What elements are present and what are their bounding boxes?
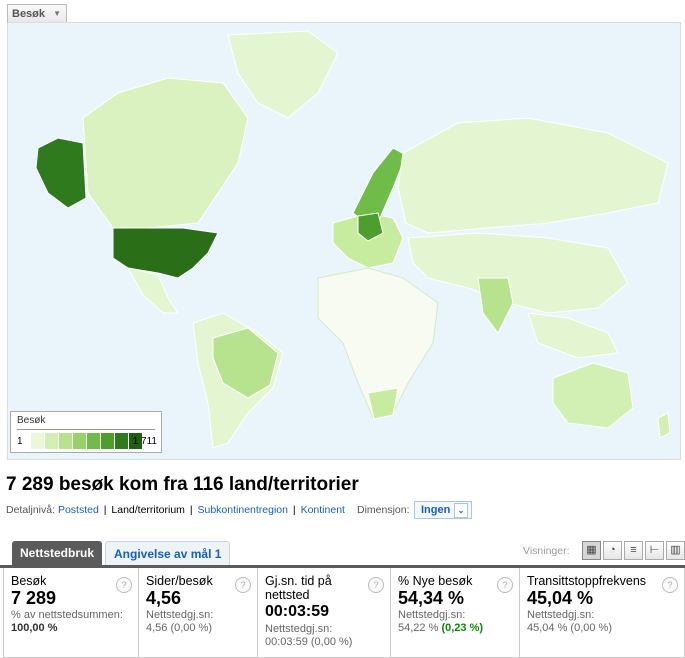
- metric-card-avg-time: Gj.sn. tid på nettsted 00:03:59 Nettsted…: [257, 568, 391, 658]
- metric-selector-label: Besøk: [12, 8, 46, 20]
- map-region-australia: [552, 362, 634, 429]
- map-region-mexico: [127, 267, 179, 314]
- metric-selector[interactable]: Besøk ▼: [7, 4, 67, 22]
- legend-swatch: [31, 433, 45, 449]
- map-region-asia: [407, 232, 629, 314]
- page-title: 7 289 besøk kom fra 116 land/territorier: [6, 474, 359, 495]
- metric-sub-value: 45,04 % (0,00 %): [527, 622, 612, 634]
- map-region-russia: [397, 117, 669, 234]
- performance-view-icon[interactable]: ≡: [624, 541, 643, 560]
- dimension-value: Ingen: [421, 504, 451, 516]
- map-legend: Besøk 1 1 711: [10, 411, 162, 453]
- legend-max: 1 711: [132, 436, 157, 447]
- map-region-south-africa: [367, 387, 399, 420]
- metric-sub-value: 100,00 %: [11, 622, 58, 634]
- tab-nettstedbruk[interactable]: Nettstedbruk: [12, 541, 103, 565]
- map-region-canada: [82, 77, 249, 229]
- detail-level-land: Land/territorium: [111, 504, 185, 516]
- map-region-africa: [317, 267, 439, 419]
- help-icon[interactable]: ?: [116, 577, 132, 593]
- detail-level-bar: Detaljnivå: Poststed | Land/territorium …: [6, 504, 345, 516]
- comparison-view-icon[interactable]: ⊢: [645, 541, 664, 560]
- separator: |: [292, 504, 296, 516]
- metric-sub-label: Nettstedgj.sn:: [398, 609, 466, 621]
- metric-name: Sider/besøk: [146, 574, 213, 588]
- map-region-new-zealand: [657, 412, 671, 439]
- map-region-brazil: [212, 327, 279, 399]
- map-region-se-asia: [527, 312, 619, 359]
- metric-card-visits: Besøk 7 289 % av nettstedsummen: 100,00 …: [3, 568, 139, 658]
- map-region-greenland: [227, 30, 339, 119]
- map-region-usa: [112, 227, 219, 279]
- views-label: Visninger:: [523, 545, 570, 557]
- map-region-alaska: [35, 137, 87, 209]
- legend-divider: [17, 429, 155, 430]
- help-icon[interactable]: ?: [235, 577, 251, 593]
- help-icon[interactable]: ?: [662, 577, 678, 593]
- legend-title: Besøk: [17, 415, 46, 426]
- metric-value: 00:03:59: [265, 603, 330, 620]
- metric-name: % Nye besøk: [398, 574, 473, 588]
- metric-value: 54,34 %: [398, 588, 465, 608]
- detail-level-poststed[interactable]: Poststed: [57, 504, 99, 516]
- separator: |: [189, 504, 193, 516]
- legend-swatch: [101, 433, 115, 449]
- pie-view-icon[interactable]: ◔: [603, 541, 622, 560]
- metric-sub-value: 4,56 (0,00 %): [146, 622, 213, 634]
- world-map[interactable]: [7, 22, 681, 460]
- legend-swatch: [129, 433, 143, 449]
- tab-angivelse-mal-1[interactable]: Angivelse av mål 1: [105, 541, 231, 565]
- legend-swatch: [87, 433, 101, 449]
- detail-level-kontinent[interactable]: Kontinent: [300, 504, 345, 516]
- dimension-select[interactable]: Ingen ⌄: [414, 501, 472, 519]
- table-view-icon[interactable]: ▦: [582, 541, 601, 560]
- metric-value: 4,56: [146, 588, 182, 608]
- metrics-divider: [0, 565, 685, 568]
- world-map-svg: [35, 30, 671, 449]
- chevron-down-icon: ⌄: [454, 503, 468, 518]
- map-region-germany: [357, 212, 384, 242]
- legend-swatch: [45, 433, 59, 449]
- metric-name: Transittstoppfrekvens: [527, 574, 647, 588]
- help-icon[interactable]: ?: [497, 577, 513, 593]
- metric-name: Besøk: [11, 574, 47, 588]
- separator: |: [103, 504, 107, 516]
- dimension-label: Dimensjon:: [357, 504, 410, 516]
- help-icon[interactable]: ?: [368, 577, 384, 593]
- metric-sub-label: Nettstedgj.sn:: [527, 609, 595, 621]
- metric-value: 7 289: [11, 588, 57, 608]
- legend-color-ramp: [31, 433, 143, 449]
- chevron-down-icon: ▼: [53, 9, 61, 18]
- metric-sub-value: 00:03:59 (0,00 %): [265, 636, 353, 648]
- map-region-india: [477, 277, 514, 334]
- metric-sub-label: Nettstedgj.sn:: [265, 623, 333, 635]
- metric-sub-label: % av nettstedsummen:: [11, 609, 123, 621]
- metric-card-bounce-rate: Transittstoppfrekvens 45,04 % Nettstedgj…: [519, 568, 685, 658]
- detail-level-label: Detaljnivå:: [6, 504, 56, 516]
- legend-swatch: [73, 433, 87, 449]
- tab-bar: Nettstedbruk Angivelse av mål 1: [12, 541, 233, 565]
- metric-value: 45,04 %: [527, 588, 594, 608]
- view-switcher: ▦ ◔ ≡ ⊢ ▥: [580, 541, 685, 560]
- metric-sub-label: Nettstedgj.sn:: [146, 609, 214, 621]
- metric-sub-value: 54,22 %: [398, 622, 439, 634]
- metrics-summary: Besøk 7 289 % av nettstedsummen: 100,00 …: [3, 568, 685, 658]
- legend-swatch: [59, 433, 73, 449]
- pivot-view-icon[interactable]: ▥: [666, 541, 685, 560]
- metric-card-new-visits: % Nye besøk 54,34 % Nettstedgj.sn: 54,22…: [390, 568, 520, 658]
- legend-min: 1: [17, 436, 23, 447]
- metric-sub-delta: (0,23 %): [441, 622, 484, 634]
- detail-level-subkontinent[interactable]: Subkontinentregion: [197, 504, 289, 516]
- legend-swatch: [115, 433, 129, 449]
- metric-card-pages-per-visit: Sider/besøk 4,56 Nettstedgj.sn: 4,56 (0,…: [138, 568, 258, 658]
- metric-name: Gj.sn. tid på nettsted: [265, 574, 332, 602]
